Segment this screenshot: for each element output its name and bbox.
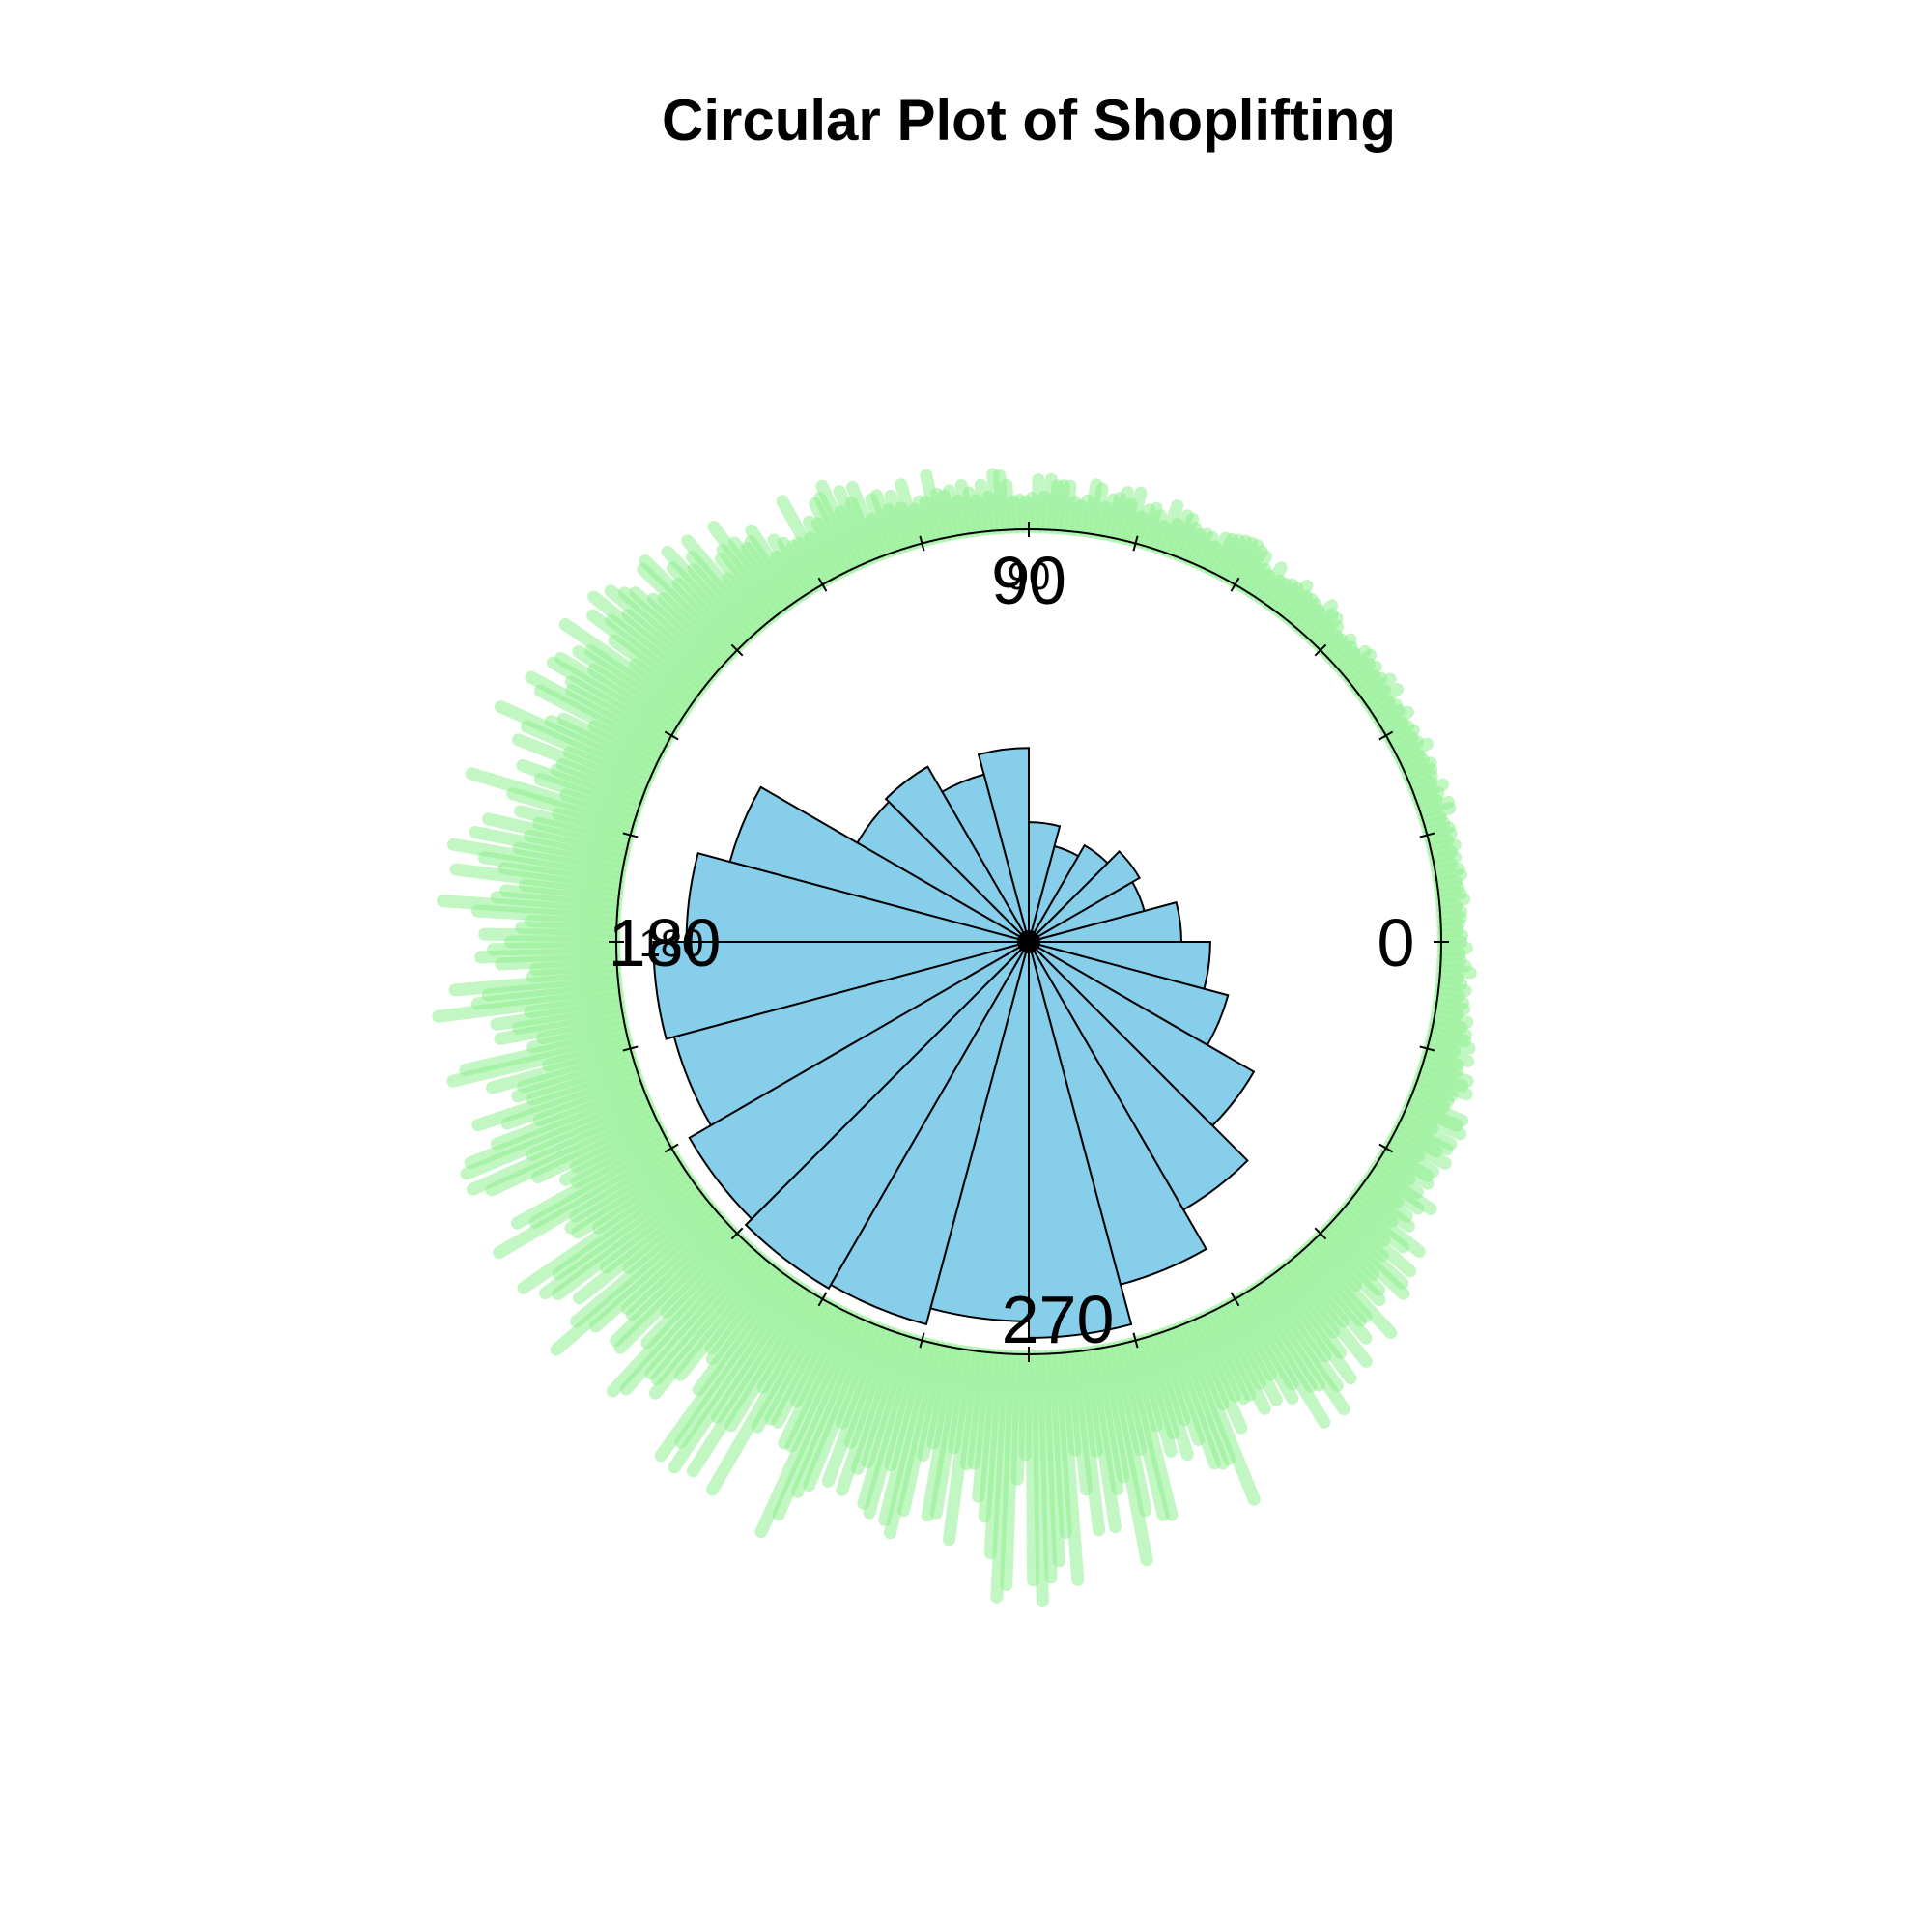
rug-mark [706,1294,828,1496]
rug-mark [1054,1349,1085,1586]
rose-bar-300 [1028,941,1249,1211]
rose-bar-285 [1028,941,1208,1286]
chart-title: Circular Plot of Shoplifting [662,88,1396,153]
rose-bar-345 [1028,941,1211,990]
tick-30 [1378,730,1394,741]
rose-bar-225 [744,941,1030,1291]
tick-165 [622,832,639,838]
label-180: 180 [609,905,722,980]
tick-225 [730,1227,744,1240]
rug-mark [1025,1350,1040,1587]
tick-105 [919,535,925,552]
rug-mark [668,1279,804,1474]
tick-210 [664,1143,679,1153]
tick-330 [1378,1143,1394,1153]
bar-layer [652,747,1256,1339]
tick-60 [1230,577,1240,592]
label-90-small: 90 [1008,555,1051,598]
label-270: 270 [1002,1282,1115,1357]
rose-bar-120 [884,765,1030,943]
label-layer: 0 90 90 180 180 270 [609,543,1415,1357]
rose-bar-45 [1028,843,1109,943]
center-dot [1017,930,1040,953]
rose-bar-240 [829,941,1030,1326]
tick-255 [919,1332,925,1349]
tick-15 [1419,832,1435,838]
tick-75 [1132,535,1139,552]
rose-bar-30 [1028,849,1142,943]
tick-315 [1314,1227,1327,1240]
tick-240 [817,1292,828,1307]
rug-mark [754,1313,865,1539]
rug-mark [990,1349,1015,1604]
label-180-small: 180 [639,923,704,965]
label-0: 0 [1378,905,1415,980]
rose-bar-315 [1028,941,1256,1127]
tick-layer [609,522,1449,1362]
rug-mark [1000,1350,1021,1592]
tick-285 [1132,1332,1139,1349]
tick-150 [664,730,679,741]
tick-120 [817,577,828,592]
tick-195 [622,1045,639,1052]
rug-mark [1037,1350,1058,1584]
rug-mark [1031,1350,1049,1608]
label-90: 90 [991,543,1066,618]
rug-mark [686,1285,813,1478]
rug-mark [654,1272,794,1463]
tick-300 [1230,1292,1240,1307]
rose-bar-330 [1028,941,1230,1047]
rug-layer [432,468,1477,1608]
tick-135 [730,643,744,657]
tick-45 [1314,643,1327,657]
rug-mark [1099,1342,1153,1567]
tick-345 [1419,1045,1435,1052]
